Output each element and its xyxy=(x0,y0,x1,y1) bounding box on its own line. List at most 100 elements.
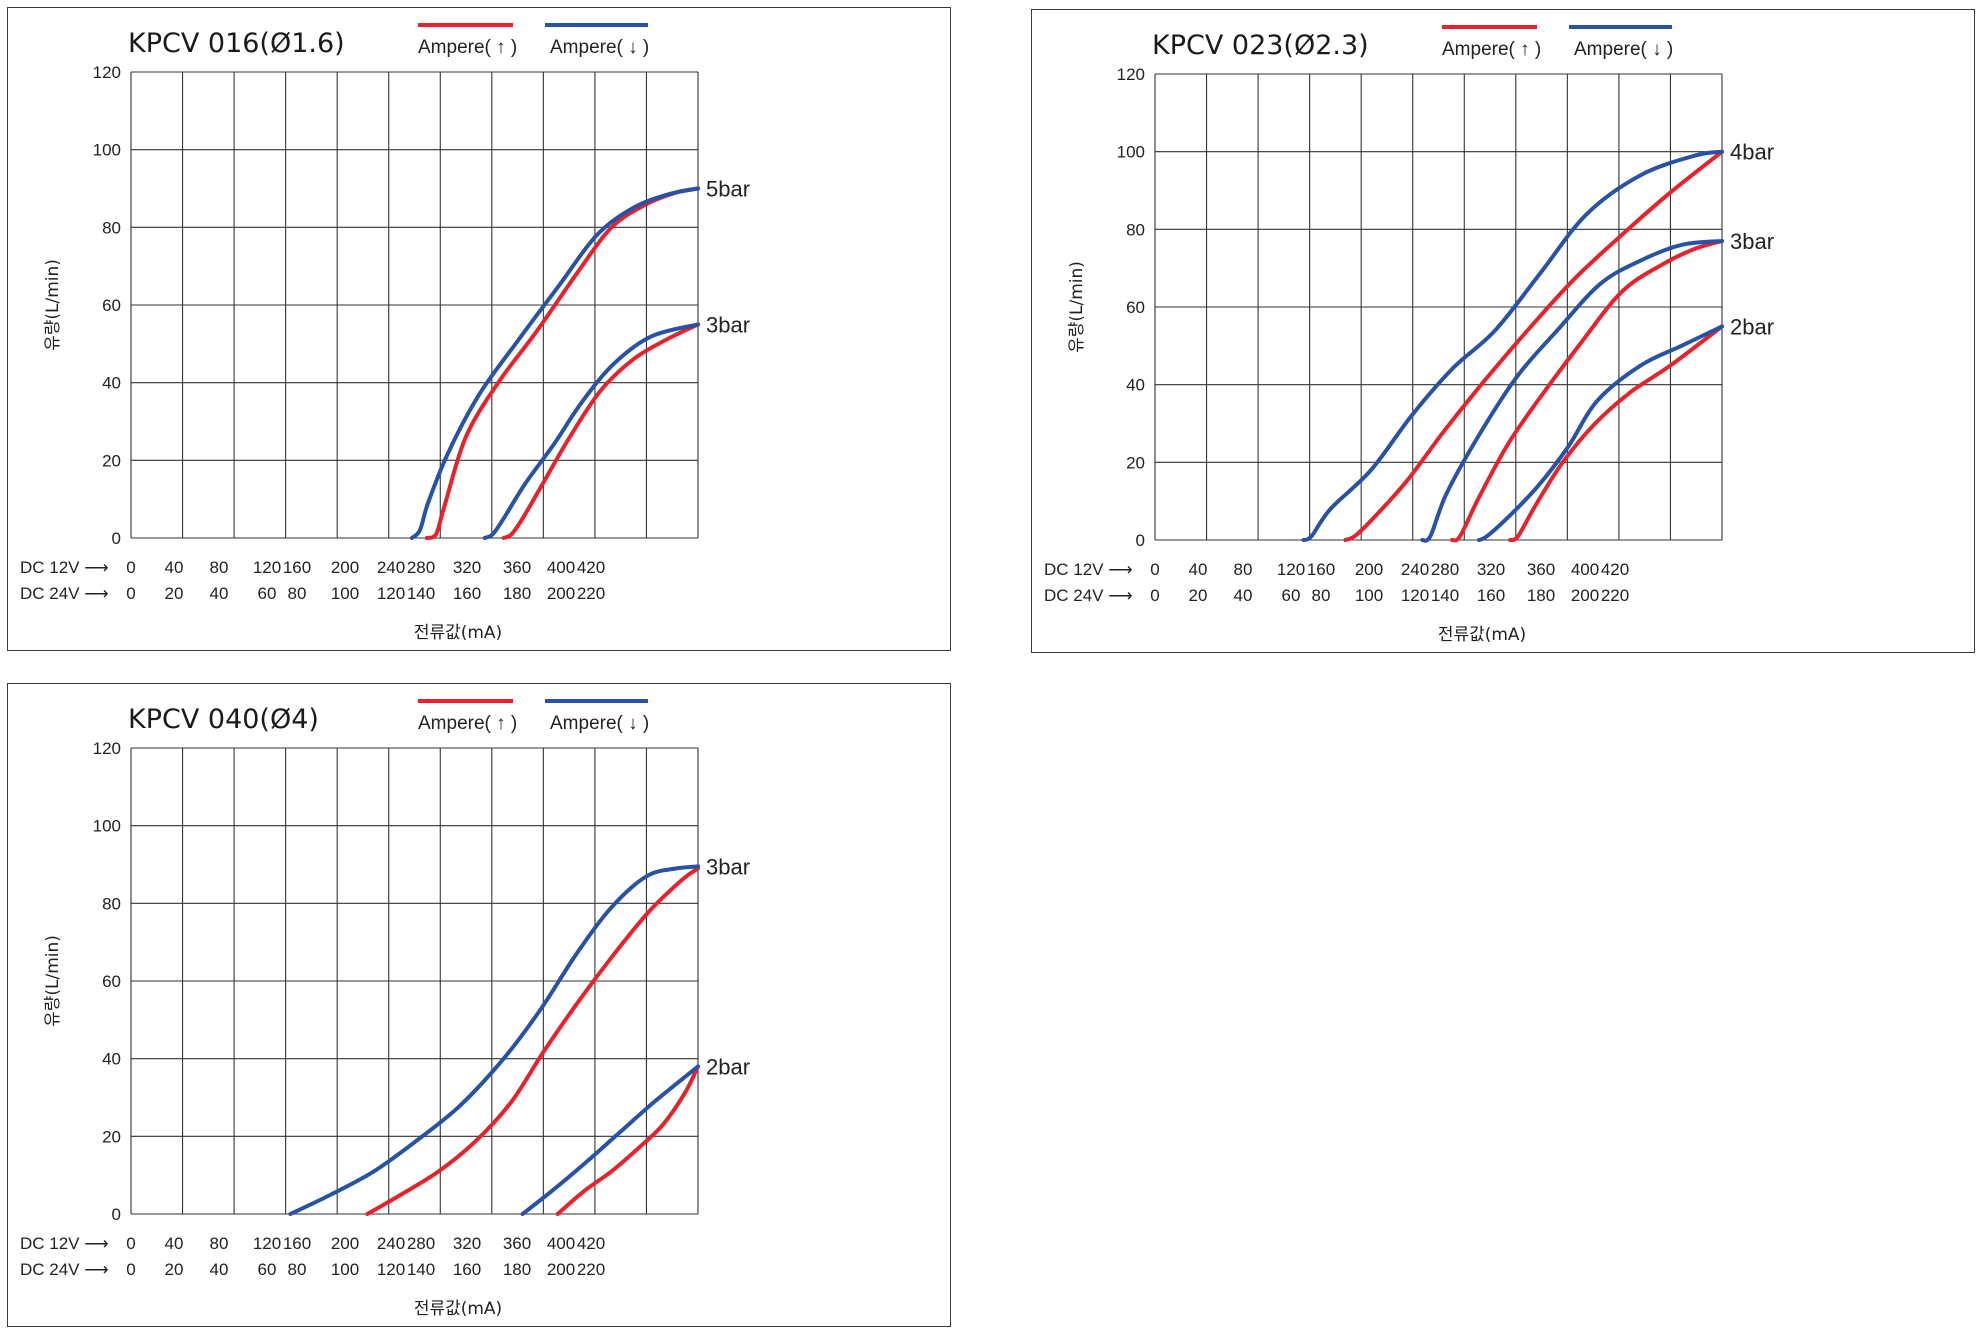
chart-panel-kpcv-040: KPCV 040(Ø4) Ampere( ↑ ) Ampere( ↓ ) 0 20 40 6… xyxy=(7,683,951,1327)
x-tick-label: 100 xyxy=(1355,586,1383,605)
y-tick-label: 100 xyxy=(93,141,121,160)
x-tick-label: 20 xyxy=(165,584,184,603)
x-tick-label: 280 xyxy=(407,1234,435,1253)
y-tick-label: 20 xyxy=(1126,453,1145,472)
x-tick-label: 100 xyxy=(331,1260,359,1279)
x-axis-label: 전류값(mA) xyxy=(1438,625,1526,645)
x-tick-label: 160 xyxy=(1307,560,1335,579)
x-tick-label: 20 xyxy=(165,1260,184,1279)
x-tick-label: 420 xyxy=(577,1234,605,1253)
x-tick-label: 200 xyxy=(547,584,575,603)
series-line-2bar-down xyxy=(1477,324,1724,542)
x-tick-label: 200 xyxy=(547,1260,575,1279)
y-tick-label: 60 xyxy=(1126,298,1145,317)
x-tick-label: 320 xyxy=(1477,560,1505,579)
x-tick-label: 320 xyxy=(453,558,481,577)
y-tick-label: 20 xyxy=(102,451,121,470)
chart-title: KPCV 023(Ø2.3) xyxy=(1152,30,1369,61)
series-line-2bar-down xyxy=(520,1064,700,1216)
x-tick-label: 120 xyxy=(377,584,405,603)
x-tick-label: 160 xyxy=(283,1234,311,1253)
x-tick-label: 140 xyxy=(407,1260,435,1279)
y-tick-label: 40 xyxy=(1126,376,1145,395)
x-tick-label: 100 xyxy=(331,584,359,603)
x-tick-label: 60 xyxy=(1282,586,1301,605)
x-tick-label: 160 xyxy=(453,1260,481,1279)
series-line-4bar-up xyxy=(1343,149,1724,542)
series-line-4bar-down xyxy=(1301,149,1724,542)
y-axis-label: 유량(L/min) xyxy=(1067,261,1087,353)
x-row-label: DC 24V ⟶ xyxy=(20,1260,109,1279)
x-row-label: DC 12V ⟶ xyxy=(20,1234,109,1253)
x-tick-label: 180 xyxy=(503,584,531,603)
x-tick-label: 420 xyxy=(1601,560,1629,579)
x-tick-label: 120 xyxy=(253,1234,281,1253)
x-tick-label: 140 xyxy=(407,584,435,603)
x-tick-label: 360 xyxy=(503,1234,531,1253)
x-tick-label: 120 xyxy=(1401,586,1429,605)
chart-svg: KPCV 040(Ø4) Ampere( ↑ ) Ampere( ↓ ) 0 20 40 6… xyxy=(20,699,750,1319)
y-axis-label: 유량(L/min) xyxy=(43,935,63,1027)
x-tick-label: 80 xyxy=(1312,586,1331,605)
series-line-2bar-up xyxy=(1508,324,1724,543)
y-tick-label: 0 xyxy=(112,529,121,548)
x-tick-label: 40 xyxy=(210,584,229,603)
legend-label-down: Ampere( ↓ ) xyxy=(1574,39,1673,60)
x-tick-label: 80 xyxy=(288,584,307,603)
x-tick-label: 180 xyxy=(503,1260,531,1279)
series-line-3bar-down xyxy=(288,864,700,1216)
x-tick-label: 200 xyxy=(331,1234,359,1253)
series-line-3bar-down xyxy=(482,322,700,540)
x-tick-label: 80 xyxy=(210,558,229,577)
y-tick-label: 80 xyxy=(1126,220,1145,239)
x-tick-label: 400 xyxy=(547,558,575,577)
legend-label-up: Ampere( ↑ ) xyxy=(418,37,517,58)
series-line-2bar-up xyxy=(555,1064,700,1216)
chart-svg: KPCV 016(Ø1.6) Ampere( ↑ ) Ampere( ↓ ) 0 20 4… xyxy=(20,23,750,643)
y-tick-label: 60 xyxy=(102,972,121,991)
y-tick-label: 0 xyxy=(112,1205,121,1224)
x-tick-label: 400 xyxy=(547,1234,575,1253)
series-line-3bar-down xyxy=(1420,239,1724,543)
x-tick-label: 40 xyxy=(165,1234,184,1253)
x-row-label: DC 24V ⟶ xyxy=(1044,586,1133,605)
y-tick-label: 100 xyxy=(1117,143,1145,162)
x-axis-label: 전류값(mA) xyxy=(414,1299,502,1319)
x-tick-label: 320 xyxy=(453,1234,481,1253)
y-axis-label: 유량(L/min) xyxy=(43,259,63,351)
chart-svg: KPCV 023(Ø2.3) Ampere( ↑ ) Ampere( ↓ ) 0 20 4… xyxy=(1044,25,1774,645)
legend-label-up: Ampere( ↑ ) xyxy=(1442,39,1541,60)
x-tick-label: 400 xyxy=(1571,560,1599,579)
x-tick-label: 0 xyxy=(1150,560,1159,579)
x-tick-label: 420 xyxy=(577,558,605,577)
series-label-2bar: 2bar xyxy=(1730,314,1774,339)
legend-label-up: Ampere( ↑ ) xyxy=(418,713,517,734)
x-tick-label: 160 xyxy=(453,584,481,603)
x-tick-label: 120 xyxy=(253,558,281,577)
series-line-5bar-down xyxy=(409,186,700,540)
x-tick-label: 240 xyxy=(1401,560,1429,579)
x-tick-label: 80 xyxy=(210,1234,229,1253)
y-tick-label: 120 xyxy=(93,739,121,758)
y-tick-label: 80 xyxy=(102,218,121,237)
x-tick-label: 360 xyxy=(503,558,531,577)
x-tick-label: 0 xyxy=(1150,586,1159,605)
x-tick-label: 360 xyxy=(1527,560,1555,579)
x-tick-label: 20 xyxy=(1189,586,1208,605)
x-tick-label: 0 xyxy=(126,558,135,577)
x-tick-label: 180 xyxy=(1527,586,1555,605)
x-tick-label: 160 xyxy=(1477,586,1505,605)
x-tick-label: 220 xyxy=(577,1260,605,1279)
legend-label-down: Ampere( ↓ ) xyxy=(550,37,649,58)
y-tick-label: 40 xyxy=(102,374,121,393)
series-label-4bar: 4bar xyxy=(1730,140,1774,165)
x-row-label: DC 12V ⟶ xyxy=(20,558,109,577)
chart-panel-kpcv-016: KPCV 016(Ø1.6) Ampere( ↑ ) Ampere( ↓ ) 0 20 4… xyxy=(7,7,951,651)
x-tick-label: 280 xyxy=(1431,560,1459,579)
series-label-5bar: 5bar xyxy=(706,177,750,202)
y-tick-label: 60 xyxy=(102,296,121,315)
chart-title: KPCV 040(Ø4) xyxy=(128,704,319,735)
y-tick-label: 20 xyxy=(102,1127,121,1146)
y-tick-label: 0 xyxy=(1136,531,1145,550)
legend-label-down: Ampere( ↓ ) xyxy=(550,713,649,734)
